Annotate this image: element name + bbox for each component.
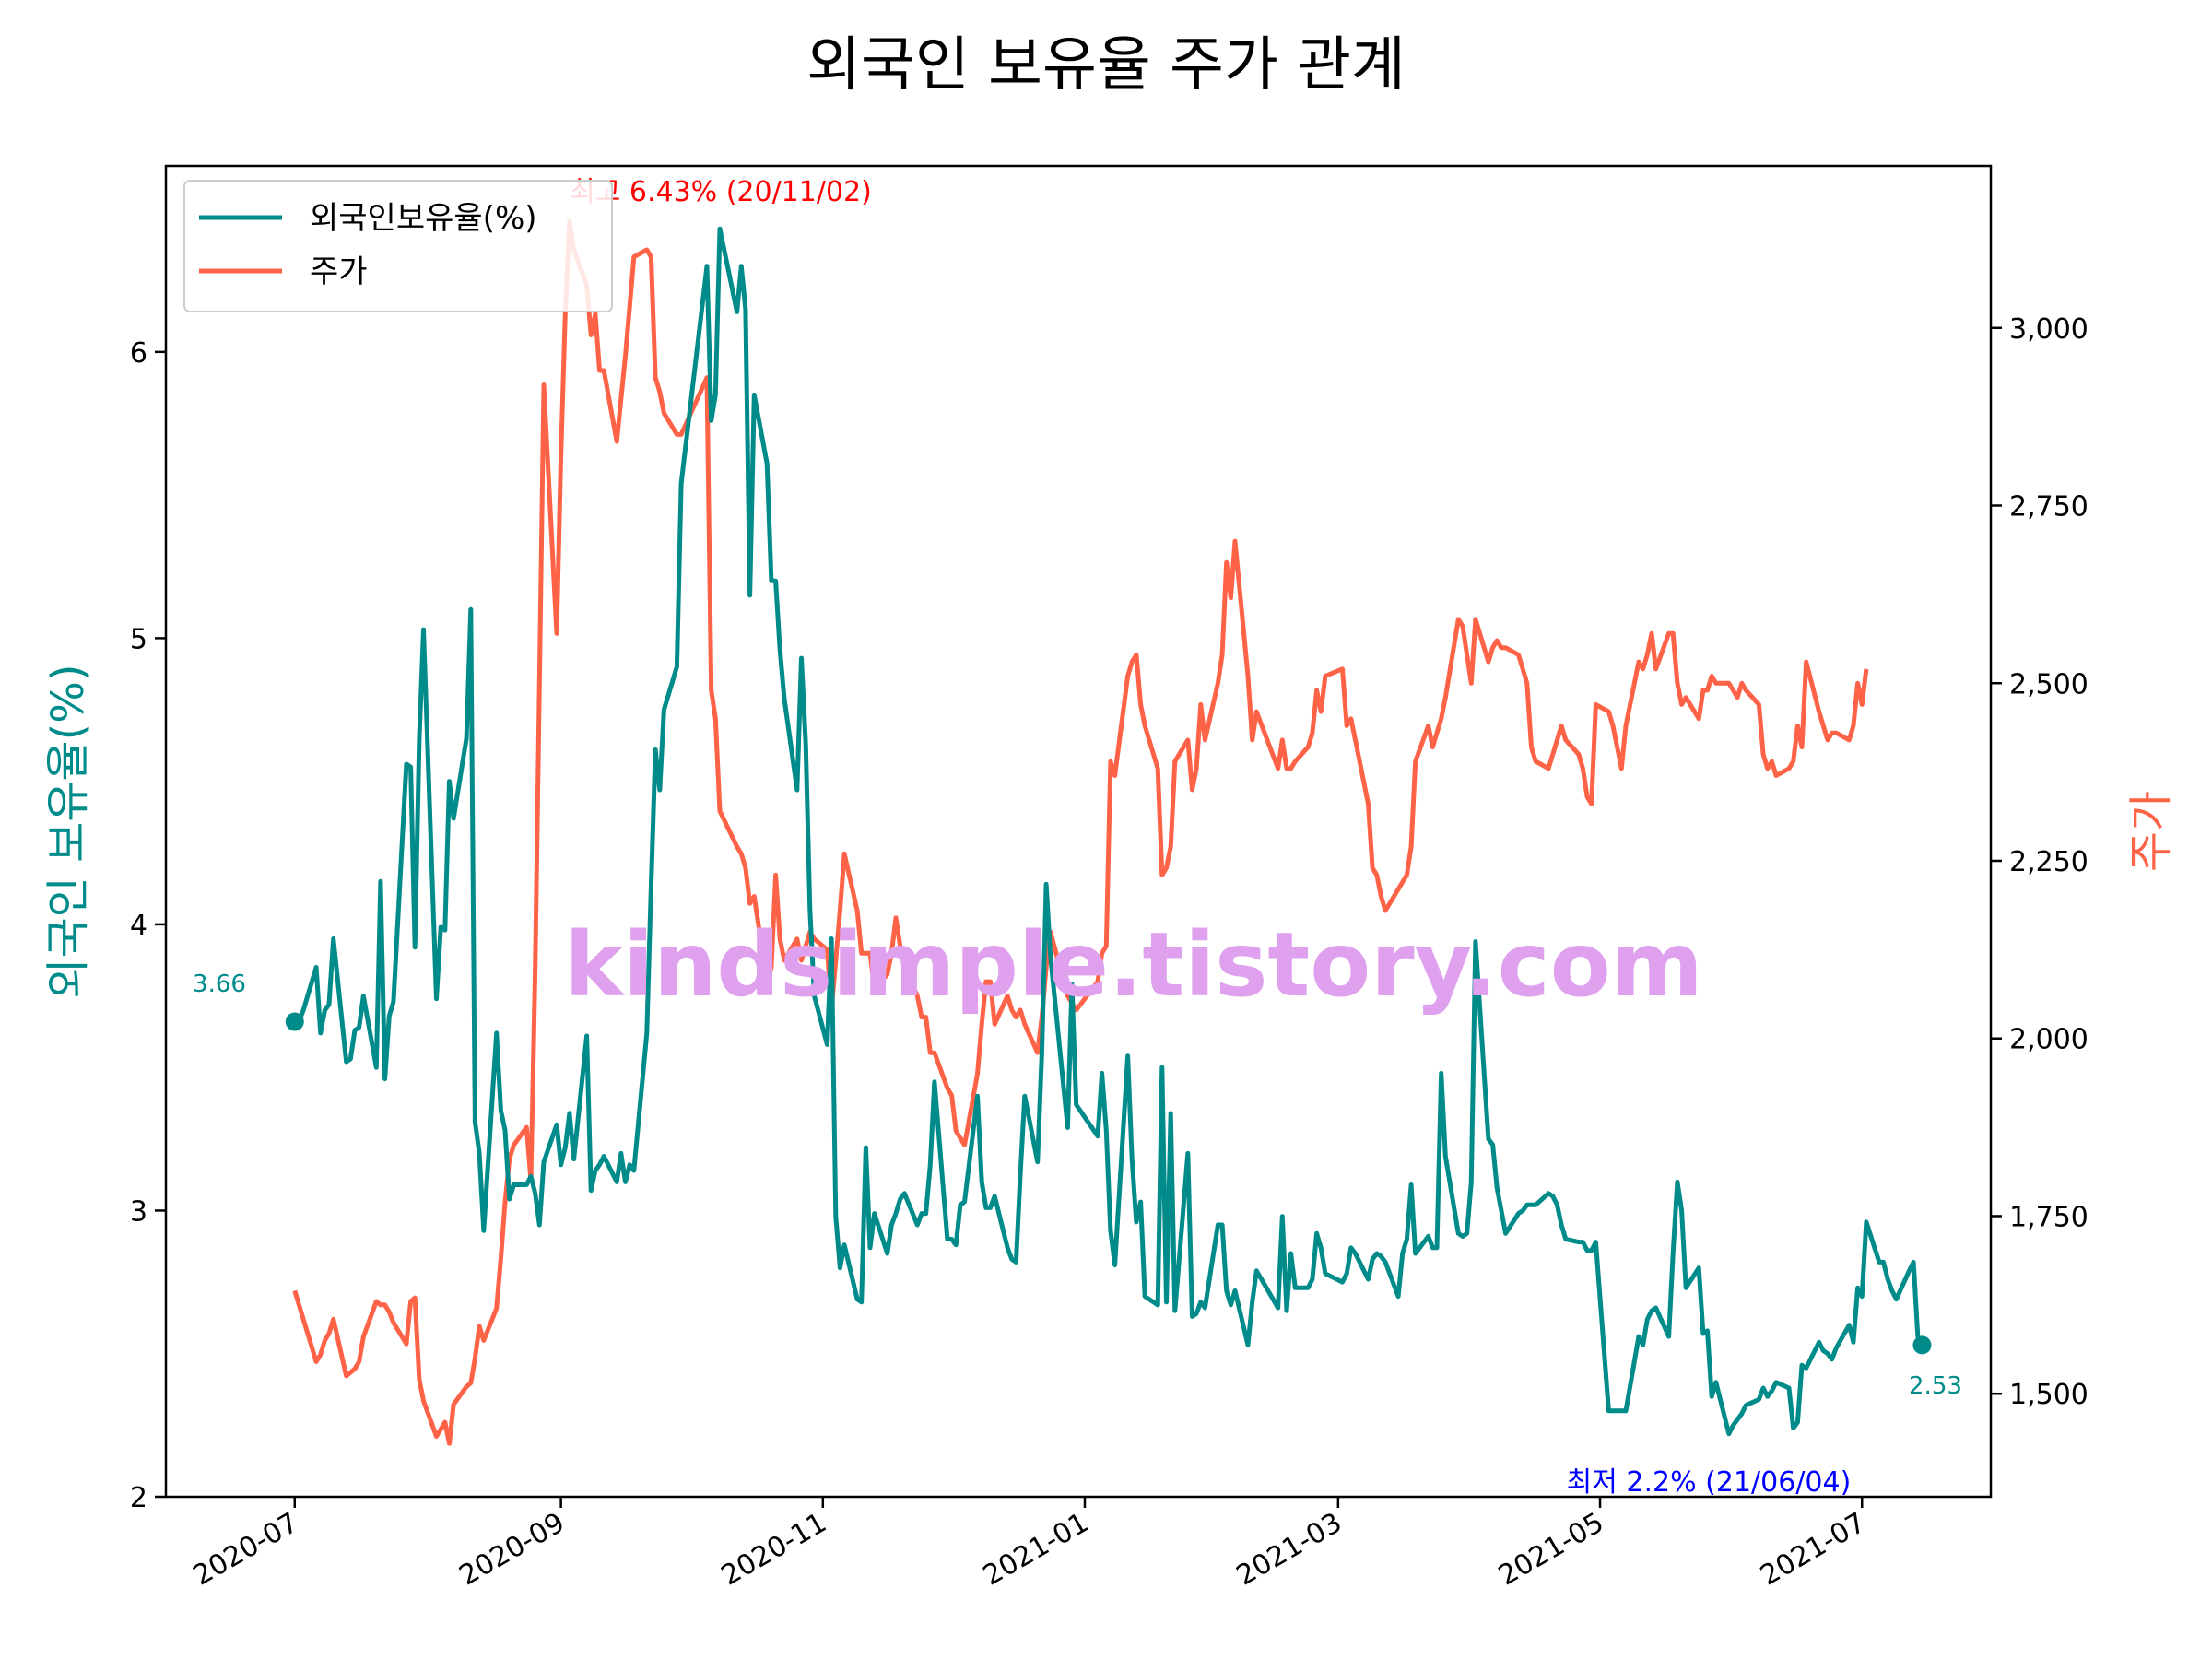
watermark: kindsimple.tistory.com (564, 913, 1702, 1017)
y-tick-label-right: 3,000 (2009, 313, 2088, 346)
annotation-max: 최고 6.43% (20/11/02) (570, 176, 872, 208)
annotation-start: 3.66 (193, 971, 246, 998)
annotations: 3.66 2.53 최고 6.43% (20/11/02) 최저 2.2% (2… (193, 176, 1962, 1499)
y-tick-label-left: 4 (130, 910, 147, 942)
y-axis-left-label: 외국인 보유율(%) (42, 664, 94, 998)
y-tick-label-left: 3 (130, 1195, 147, 1228)
y-tick-label-right: 2,500 (2009, 668, 2088, 700)
y-tick-label-left: 6 (130, 337, 147, 370)
y-axis-left: 2 3 4 5 6 (130, 337, 166, 1514)
series-line-ratio (294, 226, 1924, 1437)
y-axis-right: 1,500 1,750 2,000 2,250 2,500 2,750 3,000 (1991, 313, 2088, 1411)
y-tick-label-right: 1,750 (2009, 1201, 2088, 1233)
legend-label-ratio: 외국인보유율(%) (310, 200, 537, 237)
y-tick-label-left: 2 (130, 1482, 147, 1514)
y-tick-label-right: 2,250 (2009, 846, 2088, 878)
legend-box (183, 180, 613, 312)
legend-label-price: 주가 (310, 253, 368, 290)
y-tick-label-right: 2,750 (2009, 491, 2088, 524)
legend: 외국인보유율(%) 주가 (183, 180, 613, 312)
y-tick-label-right: 1,500 (2009, 1379, 2088, 1411)
marker-start (285, 1012, 304, 1031)
marker-end (1912, 1335, 1932, 1355)
series-layer (285, 218, 1932, 1446)
y-tick-label-right: 2,000 (2009, 1024, 2088, 1056)
chart-title: 외국인 보유율 주가 관계 (806, 31, 1406, 100)
y-axis-right-label: 주가 (2125, 791, 2177, 872)
annotation-min: 최저 2.2% (21/06/04) (1567, 1466, 1852, 1499)
plot-frame (164, 164, 1993, 1499)
annotation-end: 2.53 (1909, 1372, 1962, 1400)
series-line-price (292, 218, 1869, 1446)
y-tick-label-left: 5 (130, 623, 147, 655)
